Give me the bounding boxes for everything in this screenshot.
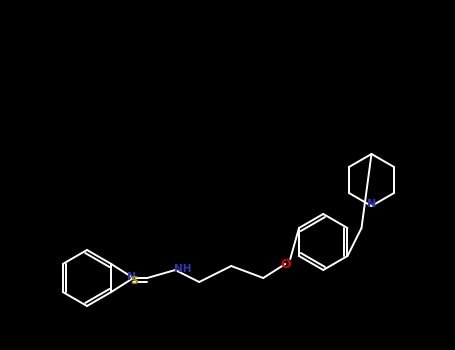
Text: N: N bbox=[367, 199, 376, 209]
Text: N: N bbox=[126, 272, 136, 282]
Text: O: O bbox=[280, 258, 291, 271]
Text: S: S bbox=[130, 276, 138, 286]
Text: NH: NH bbox=[175, 264, 192, 274]
